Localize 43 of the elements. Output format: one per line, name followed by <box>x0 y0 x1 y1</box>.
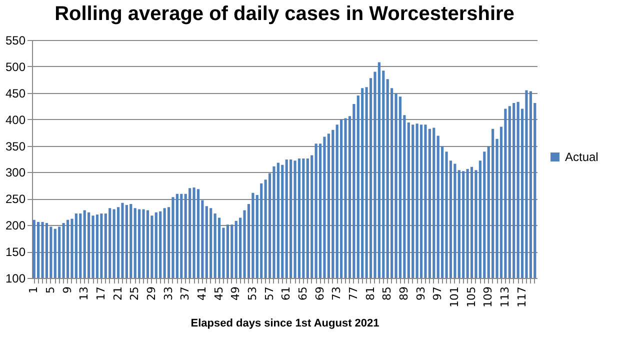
x-tick-label: 37 <box>178 286 192 300</box>
y-tick-label: 450 <box>5 86 26 100</box>
y-tick-label: 250 <box>5 192 26 206</box>
y-tick-label: 550 <box>5 34 26 48</box>
x-tick-label: 17 <box>94 286 108 300</box>
x-tick-label: 97 <box>431 286 444 300</box>
y-tick-label: 150 <box>5 245 26 260</box>
x-tick-label: 85 <box>380 286 394 300</box>
chart-title: Rolling average of daily cases in Worcestershire <box>54 3 514 25</box>
x-tick-label: 93 <box>414 286 428 300</box>
x-tick-label: 53 <box>246 286 259 300</box>
x-axis-title: Elapsed days since 1st August 2021 <box>190 317 380 330</box>
x-tick-label: 57 <box>262 286 276 300</box>
x-tick-label: 101 <box>448 286 461 308</box>
x-tick-label: 41 <box>195 286 208 300</box>
x-tick-label: 73 <box>330 286 344 300</box>
x-tick-label: 113 <box>498 286 512 308</box>
x-tick-label: 9 <box>60 286 74 294</box>
x-tick-label: 13 <box>78 286 91 300</box>
legend-label: Actual <box>565 150 598 164</box>
y-tick-label: 300 <box>5 166 26 180</box>
x-tick-label: 89 <box>397 286 410 300</box>
x-tick-label: 109 <box>482 286 495 308</box>
x-tick-label: 1 <box>27 286 40 294</box>
x-tick-label: 105 <box>464 286 478 308</box>
x-tick-label: 29 <box>144 286 158 300</box>
y-tick-label: 100 <box>5 272 26 286</box>
x-tick-label: 65 <box>296 286 310 300</box>
x-tick-label: 45 <box>212 286 226 300</box>
x-tick-label: 33 <box>162 286 175 300</box>
x-tick-label: 25 <box>128 286 142 300</box>
y-tick-label: 200 <box>5 218 26 233</box>
x-tick-label: 77 <box>346 286 360 300</box>
y-tick-label: 400 <box>5 112 26 127</box>
x-tick-label: 69 <box>313 286 326 300</box>
x-tick-label: 21 <box>111 286 124 300</box>
x-tick-label: 49 <box>229 286 242 300</box>
y-tick-label: 500 <box>5 60 26 74</box>
x-tick-label: 5 <box>44 286 57 294</box>
y-tick-label: 350 <box>5 139 26 154</box>
x-tick-label: 81 <box>364 286 377 300</box>
x-tick-label: 117 <box>515 286 528 308</box>
x-tick-label: 61 <box>280 286 293 300</box>
